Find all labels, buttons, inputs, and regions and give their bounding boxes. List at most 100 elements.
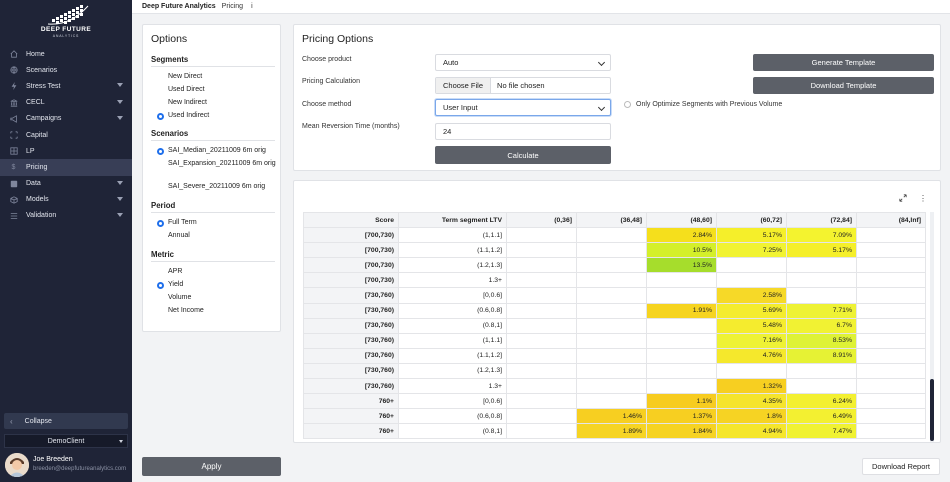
column-header-score[interactable]: Score xyxy=(303,211,399,229)
table-row: [730,760) (1,1.1] 7.16% 8.53% xyxy=(303,332,926,349)
scenario-option-expansion[interactable]: SAI_Expansion_20211009 6m orig xyxy=(157,159,277,169)
sidebar-item-data[interactable]: Data xyxy=(0,176,132,192)
table-cell xyxy=(646,378,717,395)
choose-file-button[interactable]: Choose File xyxy=(436,78,492,93)
sidebar-item-home[interactable]: Home xyxy=(0,46,132,62)
radio-button[interactable] xyxy=(157,308,164,315)
sidebar-item-validation[interactable]: Validation xyxy=(0,208,132,224)
table-cell xyxy=(646,272,717,289)
user-profile[interactable]: Joe Breeden breeden@deepfutureanalytics.… xyxy=(3,452,131,480)
segment-option-used-direct[interactable]: Used Direct xyxy=(157,85,277,95)
breadcrumb[interactable]: Pricing xyxy=(221,3,244,10)
radio-button[interactable] xyxy=(157,269,164,276)
scrollbar-thumb[interactable] xyxy=(930,379,934,441)
only-optimize-checkbox[interactable]: Only Optimize Segments with Previous Vol… xyxy=(624,101,782,108)
options-panel: Options Segments New Direct Used Direct … xyxy=(142,24,281,332)
table-cell: 7.09% xyxy=(786,227,857,244)
table-toolbar: ⋮ xyxy=(890,191,930,205)
table-cell: 8.53% xyxy=(786,332,857,349)
product-select-value: Auto xyxy=(443,58,459,67)
radio-button[interactable] xyxy=(157,184,164,191)
list-icon xyxy=(9,211,18,220)
segment-option-new-direct[interactable]: New Direct xyxy=(157,72,277,82)
radio-button[interactable] xyxy=(157,295,164,302)
radio-button-selected[interactable] xyxy=(157,281,164,289)
sidebar-item-stress-test[interactable]: Stress Test xyxy=(0,78,132,94)
sidebar-item-pricing[interactable]: $ Pricing xyxy=(0,159,132,176)
chevron-down-icon xyxy=(117,83,123,88)
download-report-button[interactable]: Download Report xyxy=(862,458,940,475)
expand-icon[interactable] xyxy=(896,191,910,205)
options-title: Options xyxy=(151,33,188,45)
scenario-option-median[interactable]: SAI_Median_20211009 6m orig xyxy=(157,146,277,156)
column-header-term[interactable]: (0,36] xyxy=(506,211,577,229)
sidebar-item-cecl[interactable]: CECL xyxy=(0,95,132,111)
collapse-button[interactable]: ‹ Collapse xyxy=(4,413,128,429)
pricing-options-card: Pricing Options Choose product Auto Pric… xyxy=(293,24,941,171)
table-cell: 5.17% xyxy=(716,227,787,244)
scenario-option-severe[interactable]: SAI_Severe_20211009 6m orig xyxy=(157,182,277,192)
pricing-table: Score Term segment LTV (0,36] (36,48] (4… xyxy=(303,211,926,440)
table-cell: 13.5% xyxy=(646,257,717,274)
table-cell xyxy=(856,302,926,319)
radio-button[interactable] xyxy=(157,233,164,240)
more-options-icon[interactable]: ⋮ xyxy=(919,193,927,203)
row-ltv: (1.1,1.2] xyxy=(398,242,507,259)
radio-button[interactable] xyxy=(157,100,164,107)
row-ltv: (0.8,1] xyxy=(398,317,507,334)
radio-button-selected[interactable] xyxy=(157,147,164,155)
pricing-file-input[interactable]: Choose File No file chosen xyxy=(435,77,611,94)
download-template-button[interactable]: Download Template xyxy=(753,77,934,94)
metric-option-apr[interactable]: APR xyxy=(157,267,277,277)
table-cell xyxy=(506,317,577,334)
metric-option-net-income[interactable]: Net Income xyxy=(157,306,277,316)
sidebar-item-scenarios[interactable]: Scenarios xyxy=(0,62,132,78)
table-cell xyxy=(856,317,926,334)
metric-option-volume[interactable]: Volume xyxy=(157,293,277,303)
column-header-term[interactable]: (36,48] xyxy=(576,211,647,229)
table-cell: 4.35% xyxy=(716,393,787,410)
sidebar-item-models[interactable]: Models xyxy=(0,192,132,208)
chevron-down-icon xyxy=(117,180,123,185)
table-scrollbar[interactable] xyxy=(930,212,934,442)
client-selector[interactable]: DemoClient xyxy=(4,434,128,448)
radio-button-selected[interactable] xyxy=(157,112,164,120)
column-header-term[interactable]: (84,Inf] xyxy=(856,211,926,229)
mean-reversion-input[interactable]: 24 xyxy=(435,123,611,140)
column-header-term[interactable]: (72,84] xyxy=(786,211,857,229)
period-option-full-term[interactable]: Full Term xyxy=(157,218,277,228)
table-cell: 7.47% xyxy=(786,423,857,440)
sidebar-item-lp[interactable]: LP xyxy=(0,143,132,159)
table-cell xyxy=(856,332,926,349)
segment-option-used-indirect[interactable]: Used Indirect xyxy=(157,111,277,121)
column-header-term[interactable]: (48,60] xyxy=(646,211,717,229)
table-cell: 1.1% xyxy=(646,393,717,410)
metric-option-yield[interactable]: Yield xyxy=(157,280,277,290)
table-cell xyxy=(786,287,857,304)
column-header-term[interactable]: (60,72] xyxy=(716,211,787,229)
checkbox-control[interactable] xyxy=(624,101,631,108)
column-header-ltv[interactable]: Term segment LTV xyxy=(398,211,507,229)
info-icon[interactable]: i xyxy=(251,3,253,10)
table-cell xyxy=(506,378,577,395)
radio-button-selected[interactable] xyxy=(157,219,164,227)
row-score: [700,730) xyxy=(303,272,399,289)
pricing-table-card: ⋮ Score Term segment LTV (0,36] (36,48] … xyxy=(293,180,941,443)
product-select[interactable]: Auto xyxy=(435,54,611,71)
only-optimize-label: Only Optimize Segments with Previous Vol… xyxy=(636,101,783,108)
radio-button[interactable] xyxy=(157,74,164,81)
period-option-annual[interactable]: Annual xyxy=(157,231,277,241)
radio-button[interactable] xyxy=(157,87,164,94)
generate-template-button[interactable]: Generate Template xyxy=(753,54,934,71)
method-select[interactable]: User Input xyxy=(435,99,611,116)
calculate-button[interactable]: Calculate xyxy=(435,146,611,164)
apply-button[interactable]: Apply xyxy=(142,457,281,476)
sidebar-item-capital[interactable]: Capital xyxy=(0,127,132,143)
sidebar-item-campaigns[interactable]: Campaigns xyxy=(0,111,132,127)
sidebar-item-label: Data xyxy=(26,180,41,188)
segment-option-new-indirect[interactable]: New Indirect xyxy=(157,98,277,108)
table-header-row: Score Term segment LTV (0,36] (36,48] (4… xyxy=(303,211,926,229)
table-cell xyxy=(646,347,717,364)
table-cell xyxy=(506,287,577,304)
radio-button[interactable] xyxy=(157,161,164,168)
